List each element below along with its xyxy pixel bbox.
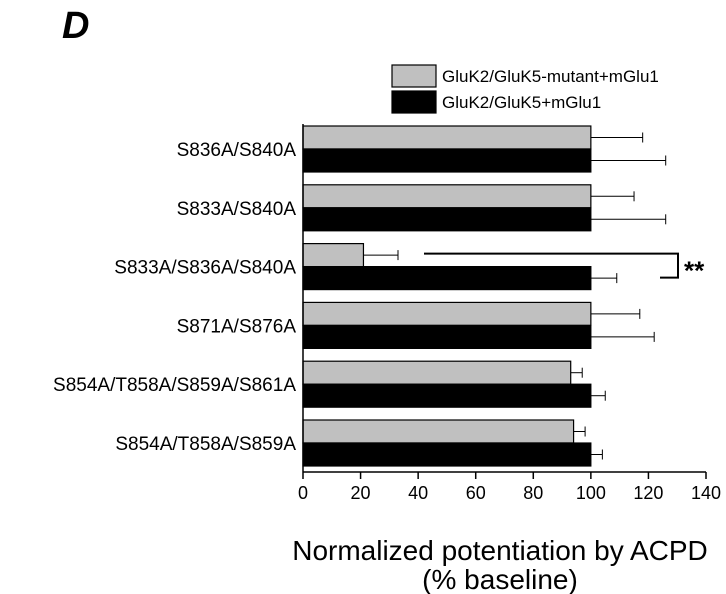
bar-wildtype (302, 442, 592, 467)
bar-mutant (302, 184, 592, 209)
bar-wildtype (302, 207, 592, 232)
category-label: S871A/S876A (177, 316, 297, 337)
bar-wildtype (302, 383, 592, 408)
bar-mutant (302, 301, 592, 326)
plot-area: S836A/S840A S833A/S840A S833A/S836A/S840A S… (53, 124, 721, 503)
bar-wildtype (302, 266, 592, 291)
significance-bracket (424, 252, 679, 279)
legend-label-wildtype: GluK2/GluK5+mGlu1 (442, 93, 601, 112)
category-label: S854A/T858A/S859A/S861A (53, 375, 296, 396)
x-tick-label: 0 (298, 483, 308, 503)
bar-mutant (302, 125, 592, 150)
x-tick-label: 80 (523, 483, 543, 503)
x-axis-subtitle: (% baseline) (422, 564, 578, 594)
x-tick-label: 120 (633, 483, 663, 503)
x-axis-title: Normalized potentiation by ACPD (292, 535, 708, 566)
bar-wildtype (302, 324, 592, 349)
bar-mutant (302, 360, 572, 385)
x-tick-label: 100 (576, 483, 606, 503)
bar-mutant (302, 419, 575, 444)
x-tick-label: 60 (466, 483, 486, 503)
category-label: S854A/T858A/S859A (115, 434, 296, 455)
legend-swatch-wildtype (391, 90, 437, 114)
bar-wildtype (302, 148, 592, 173)
x-tick-label: 20 (351, 483, 371, 503)
panel-label: D (62, 5, 89, 47)
x-tick-label: 40 (408, 483, 428, 503)
bar-mutant (302, 243, 365, 268)
legend-swatch-mutant (391, 64, 437, 88)
significance-marker: ** (684, 256, 705, 286)
category-label: S833A/S840A (177, 199, 297, 220)
x-tick-label: 140 (691, 483, 721, 503)
category-label: S833A/S836A/S840A (114, 258, 296, 279)
legend-label-mutant: GluK2/GluK5-mutant+mGlu1 (442, 67, 659, 86)
legend: GluK2/GluK5-mutant+mGlu1 GluK2/GluK5+mGl… (391, 64, 659, 114)
category-label: S836A/S840A (177, 140, 297, 161)
